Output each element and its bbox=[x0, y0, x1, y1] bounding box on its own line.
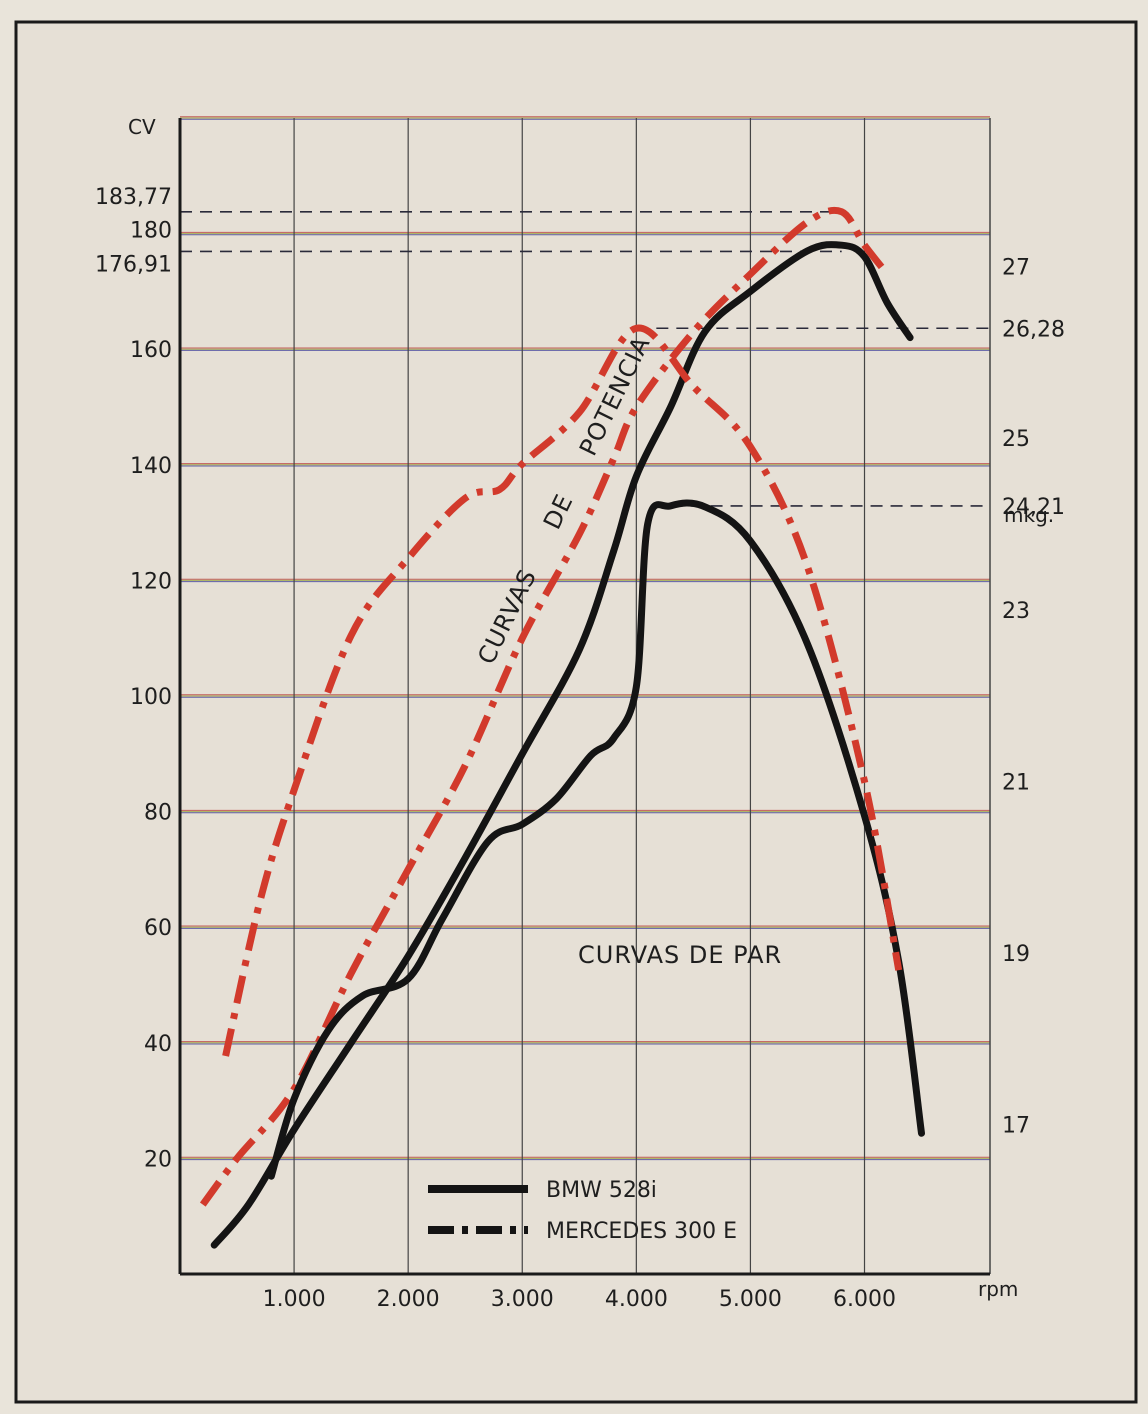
gridline-left-40 bbox=[180, 1041, 990, 1045]
series-layer bbox=[199, 206, 925, 1249]
gridline-left-140 bbox=[180, 463, 990, 467]
series-line-bmw-torque bbox=[267, 499, 925, 1180]
x-tick-5.000: 5.000 bbox=[719, 1287, 782, 1312]
x-tick-2.000: 2.000 bbox=[377, 1287, 440, 1312]
right-axis-unit-label: mkg. bbox=[1004, 503, 1054, 527]
gridline-left-160 bbox=[180, 347, 990, 351]
horizontal-gridlines bbox=[180, 116, 990, 1161]
reference-dashed-lines bbox=[180, 211, 990, 507]
left-tick-160: 160 bbox=[130, 338, 172, 363]
left-axis-tick-labels: 20 40 60 80 100 120 140 160 183,77 180 176,91 bbox=[95, 185, 172, 1173]
legend-label-mercedes: MERCEDES 300 E bbox=[546, 1219, 737, 1244]
right-tick-24-21: 24,21 bbox=[1002, 495, 1065, 520]
torque-curves-annotation: CURVAS DE PAR bbox=[578, 941, 782, 969]
right-tick-23: 23 bbox=[1002, 599, 1030, 624]
left-tick-40: 40 bbox=[144, 1032, 172, 1057]
left-tick-20: 20 bbox=[144, 1147, 172, 1172]
legend: BMW 528i MERCEDES 300 E bbox=[428, 1178, 737, 1244]
left-tick-60: 60 bbox=[144, 916, 172, 941]
left-axis-unit-label: CV bbox=[128, 115, 156, 139]
x-axis-tick-labels: 1.000 2.000 3.000 4.000 5.000 6.000 bbox=[263, 1287, 896, 1312]
x-tick-1.000: 1.000 bbox=[263, 1287, 326, 1312]
right-tick-19: 19 bbox=[1002, 942, 1030, 967]
right-tick-17: 17 bbox=[1002, 1114, 1030, 1139]
series-line-mercedes-torque bbox=[222, 324, 903, 1057]
series-line-bmw-power bbox=[210, 241, 914, 1249]
gridline-left-60 bbox=[180, 925, 990, 929]
left-tick-100: 100 bbox=[130, 685, 172, 710]
right-tick-27: 27 bbox=[1002, 255, 1030, 280]
left-tick-140: 140 bbox=[130, 454, 172, 479]
left-tick-180: 180 bbox=[130, 219, 172, 244]
gridline-left-80 bbox=[180, 809, 990, 814]
x-tick-3.000: 3.000 bbox=[491, 1287, 554, 1312]
gridline-left-100 bbox=[180, 694, 990, 698]
right-tick-21: 21 bbox=[1002, 770, 1030, 795]
gridline-left-120 bbox=[180, 578, 990, 583]
series-line-mercedes-power bbox=[199, 206, 891, 1207]
left-tick-183-77: 183,77 bbox=[95, 185, 172, 210]
x-tick-4.000: 4.000 bbox=[605, 1287, 668, 1312]
left-tick-120: 120 bbox=[130, 569, 172, 594]
gridline-left-180 bbox=[180, 231, 990, 236]
right-tick-26-28: 26,28 bbox=[1002, 317, 1065, 342]
gridline-left-20 bbox=[180, 1156, 990, 1161]
x-tick-6.000: 6.000 bbox=[833, 1287, 896, 1312]
legend-label-bmw: BMW 528i bbox=[546, 1178, 657, 1203]
x-axis-unit-label: rpm bbox=[978, 1277, 1018, 1301]
right-tick-25: 25 bbox=[1002, 427, 1030, 452]
left-tick-176-91: 176,91 bbox=[95, 252, 172, 277]
left-tick-80: 80 bbox=[144, 801, 172, 826]
gridline-top bbox=[180, 116, 990, 120]
right-axis-tick-labels: 17 19 21 23 25 27 24,21 26,28 bbox=[1002, 255, 1065, 1138]
